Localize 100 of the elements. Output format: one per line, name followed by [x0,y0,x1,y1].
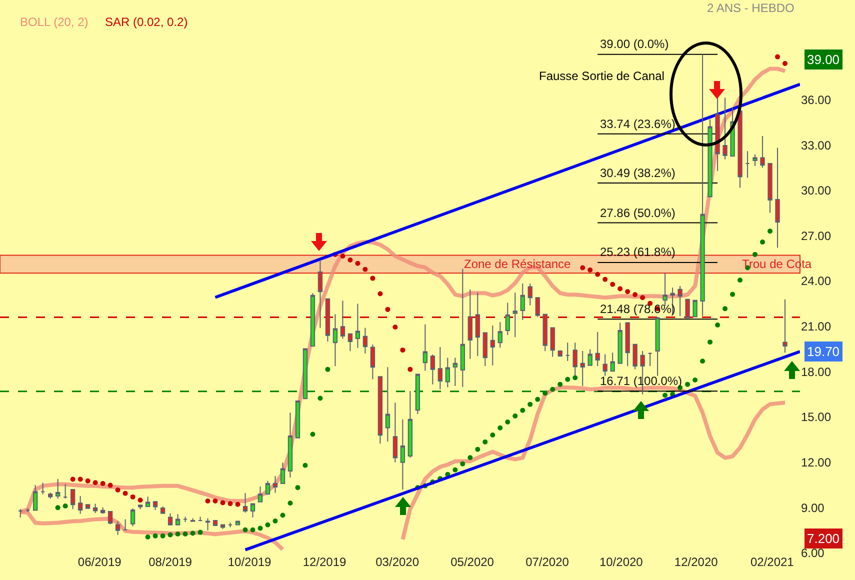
candlestick [512,292,518,338]
candlestick [422,324,428,372]
candlestick [408,390,413,458]
candlestick [378,376,383,444]
candlestick [475,292,480,357]
candlestick [715,97,720,172]
y-tick-label: 9.00 [801,500,825,515]
candlestick [618,322,622,364]
candlestick [700,54,705,317]
x-tick-label: 10/2020 [599,555,644,569]
x-tick-label: 02/2021 [750,555,794,569]
candlestick [175,514,180,526]
candlestick [130,508,136,527]
candlestick [430,354,435,385]
series-label: 30.49 (38.2%) [600,166,676,180]
candlestick [722,97,728,160]
candlestick [610,352,615,372]
candlestick [325,298,330,342]
candlestick [302,348,308,400]
candlestick [520,282,525,321]
candlestick [460,268,465,388]
candlestick [558,350,562,358]
y-tick-label: 21.00 [801,320,832,334]
candlestick [655,317,660,376]
candlestick [370,344,376,380]
candlestick [768,162,772,214]
candlestick [288,412,293,478]
text: 7.200 [807,531,840,546]
candlestick [362,327,368,354]
candlestick [685,298,690,318]
candlestick [160,506,166,514]
candlestick [482,332,488,366]
candlestick [580,350,585,387]
candlestick [385,366,390,442]
candlestick [595,331,600,367]
x-tick-label: 07/2020 [526,555,570,569]
candlestick [535,297,540,318]
candlestick [115,520,120,536]
candlestick [62,484,68,500]
y-tick-label: 12.00 [801,456,832,470]
candlestick [18,508,23,518]
series-label: 33.74 (23.6%) [600,117,676,131]
candlestick [678,286,682,317]
x-tick-label: 08/2019 [148,555,192,569]
candlestick [752,154,758,167]
candlestick [182,516,188,523]
text: 39.00 [807,52,840,67]
x-tick-label: 12/2020 [674,555,718,569]
text: BOLL (20, 2) [20,15,88,29]
band-label: Zone de Résistance [464,257,572,271]
candlestick [318,259,323,328]
y-tick-label: 15.00 [801,410,832,424]
candlestick [392,402,398,463]
series-label: 39.00 (0.0%) [600,37,669,51]
candlestick [528,282,532,306]
candlestick [40,482,46,495]
candlestick [498,322,502,348]
candlestick [100,506,106,514]
candlestick [782,298,788,354]
candlestick [332,314,338,367]
candlestick [775,147,780,248]
candlestick [340,300,346,340]
candlestick [708,118,712,198]
candlestick [228,522,233,528]
y-tick-label: 18.00 [801,364,832,379]
candlestick [272,475,278,494]
candlestick [625,322,630,367]
y-tick-label: 27.00 [801,228,832,243]
candlestick [280,462,286,484]
candlestick [258,486,263,502]
candlestick [602,354,608,376]
y-tick-label: 36.00 [801,92,832,107]
y-tick-label: 6.00 [801,546,825,560]
candlestick [250,503,256,518]
candlestick [565,342,570,362]
candlestick [632,344,638,370]
candlestick [692,300,698,318]
candlestick [33,484,38,511]
candlestick [48,492,53,500]
candlestick [55,478,60,500]
x-tick-label: 12/2019 [302,555,347,569]
candlestick [542,314,548,352]
candlestick [26,508,30,513]
candlestick [212,520,218,526]
candlestick [355,303,360,348]
candlestick [152,501,158,510]
candlestick [310,292,316,347]
text: 19.70 [807,344,840,359]
candlestick [505,302,510,336]
series-label: 27.86 (50.0%) [600,206,676,220]
y-tick-label: 24.00 [801,274,832,288]
annotation: Fausse Sortie de Canal [539,69,664,83]
x-tick-label: 03/2020 [376,555,420,569]
candlestick [242,492,248,514]
candlestick [400,418,406,490]
candlestick [468,288,472,360]
x-tick-label: 05/2020 [450,555,494,569]
y-tick-label: 30.00 [801,184,832,198]
x-tick-label: 06/2019 [78,555,122,569]
candlestick [108,510,113,525]
